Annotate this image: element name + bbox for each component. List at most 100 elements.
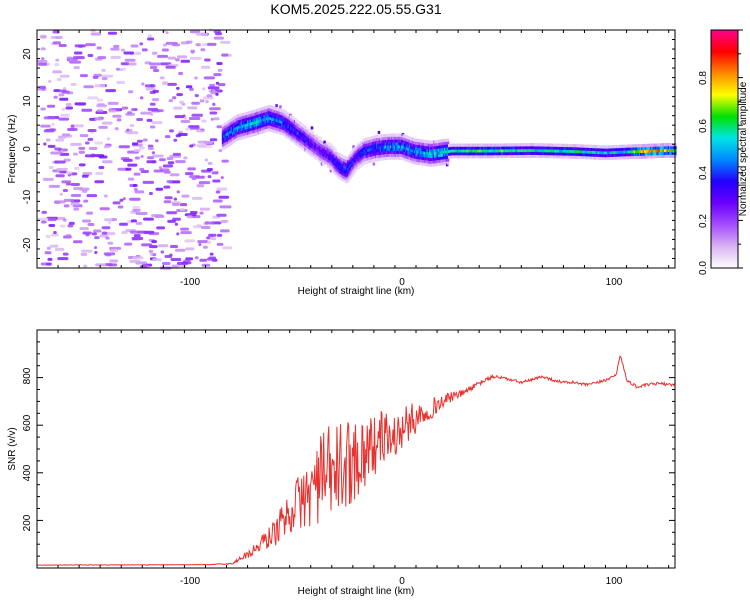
spectrogram-noise-cell — [160, 250, 165, 254]
spectrogram-noise-cell — [196, 144, 207, 148]
spectrogram-noise-cell — [54, 147, 62, 151]
spectrogram-noise-cell — [153, 68, 160, 72]
spectrogram-noise-cell — [46, 246, 51, 250]
spectrogram-noise-cell — [128, 90, 134, 94]
spectrogram-ridge-cell — [354, 145, 358, 149]
spectrogram-noise-cell — [112, 201, 121, 205]
spectrogram-noise-cell — [46, 104, 56, 108]
spectrogram-noise-cell — [179, 203, 188, 207]
spectrogram-noise-cell — [73, 207, 80, 211]
spectrogram-noise-cell — [37, 62, 47, 66]
spectrogram-noise-cell — [132, 184, 138, 188]
spectrogram-ridge-cell — [310, 126, 314, 130]
spectrogram-ridge-cell — [334, 148, 337, 153]
spectrogram-noise-cell — [198, 181, 211, 185]
spectrogram-noise-cell — [146, 160, 157, 164]
spectrogram-noise-cell — [186, 215, 193, 219]
spectrogram-noise-cell — [59, 152, 70, 156]
snr-panel: -100 0 100 Height of straight line (km) … — [7, 329, 676, 597]
spectrogram-noise-cell — [167, 161, 175, 165]
spectrogram-noise-cell — [151, 98, 160, 102]
spectrogram-noise-cell — [72, 152, 79, 156]
spectrogram-noise-cell — [217, 68, 223, 72]
spectrogram-noise-cell — [185, 257, 194, 261]
spectrogram-noise-cell — [198, 243, 202, 247]
spectrogram-noise-cell — [43, 142, 47, 146]
spectrogram-noise-cell — [108, 263, 118, 267]
spectrogram-noise-cell — [203, 140, 214, 144]
snr-x-ticks — [36, 330, 670, 568]
spectrogram-ytick-label: -20 — [22, 237, 33, 252]
spectrogram-noise-cell — [213, 73, 222, 77]
spectrogram-noise-cell — [56, 77, 62, 81]
spectrogram-noise-cell — [113, 44, 120, 48]
spectrogram-noise-cell — [110, 55, 121, 59]
spectrogram-noise-cell — [67, 224, 74, 228]
spectrogram-noise-cell — [195, 43, 201, 47]
spectrogram-noise-cell — [49, 244, 59, 248]
spectrogram-noise-cell — [213, 30, 222, 34]
spectrogram-noise-cell — [207, 161, 213, 165]
spectrogram-noise-cell — [178, 71, 184, 75]
spectrogram-noise-cell — [194, 256, 199, 260]
spectrogram-noise-cell — [184, 239, 195, 243]
spectrogram-ridge-cell — [349, 175, 352, 179]
spectrogram-noise-cell — [212, 102, 216, 106]
colorbar-tick-label: 0.6 — [698, 119, 709, 133]
spectrogram-noise-cell — [105, 89, 117, 93]
spectrogram-noise-cell — [70, 183, 80, 187]
spectrogram-noise-cell — [61, 180, 72, 184]
spectrogram-noise-cell — [151, 151, 155, 155]
spectrogram-noise-cell — [59, 74, 70, 78]
spectrogram-noise-cell — [176, 261, 189, 265]
spectrogram-noise-cell — [199, 99, 205, 103]
spectrogram-noise-cell — [221, 53, 229, 57]
spectrogram-noise-cell — [130, 44, 139, 48]
spectrogram-noise-cell — [53, 230, 57, 234]
spectrogram-noise-cell — [176, 86, 180, 90]
snr-ytick-label: 200 — [22, 514, 33, 531]
spectrogram-noise-cell — [216, 213, 227, 217]
spectrogram-noise-cell — [164, 135, 171, 139]
spectrogram-noise-cell — [131, 237, 144, 241]
spectrogram-noise-cell — [45, 138, 51, 142]
spectrogram-noise-cell — [176, 232, 180, 236]
spectrogram-noise-cell — [209, 111, 218, 115]
spectrogram-noise-cell — [200, 65, 211, 69]
spectrogram-noise-cell — [197, 240, 209, 244]
spectrogram-noise-cell — [65, 103, 72, 107]
spectrogram-noise-cell — [121, 230, 128, 234]
spectrogram-noise-cell — [147, 34, 152, 38]
spectrogram-noise-cell — [180, 231, 192, 235]
spectrogram-ytick-label: 0 — [22, 146, 33, 152]
spectrogram-noise-cell — [103, 194, 108, 198]
spectrogram-noise-cell — [209, 237, 217, 241]
spectrogram-noise-cell — [165, 31, 169, 35]
spectrogram-ridge-cell — [317, 158, 321, 163]
spectrogram-noise-cell — [209, 83, 216, 87]
spectrogram-noise-cell — [207, 86, 220, 90]
spectrogram-noise-cell — [40, 124, 51, 128]
spectrogram-noise-cell — [169, 129, 174, 133]
spectrogram-noise-cell — [220, 219, 229, 223]
spectrogram-noise-cell — [96, 104, 108, 108]
spectrogram-noise-cell — [151, 51, 158, 55]
spectrogram-noise-cell — [167, 56, 177, 60]
spectrogram-noise-cell — [189, 87, 194, 91]
snr-xtick-label: -100 — [180, 576, 200, 587]
spectrogram-noise-cell — [48, 79, 52, 83]
spectrogram-noise-cell — [94, 117, 103, 121]
spectrogram-noise-cell — [63, 204, 70, 208]
spectrogram-noise-cell — [149, 102, 156, 106]
spectrogram-noise-cell — [196, 129, 205, 133]
spectrogram-noise-cell — [215, 190, 221, 194]
spectrogram-noise-cell — [54, 160, 66, 164]
spectrogram-noise-cell — [124, 58, 136, 62]
spectrogram-noise-cell — [79, 134, 89, 138]
spectrogram-noise-cell — [88, 147, 98, 151]
spectrogram-noise-cell — [210, 117, 214, 121]
spectrogram-noise-cell — [69, 60, 81, 64]
spectrogram-noise-cell — [206, 257, 216, 261]
spectrogram-noise-cell — [166, 211, 178, 215]
spectrogram-noise-cell — [178, 130, 184, 134]
